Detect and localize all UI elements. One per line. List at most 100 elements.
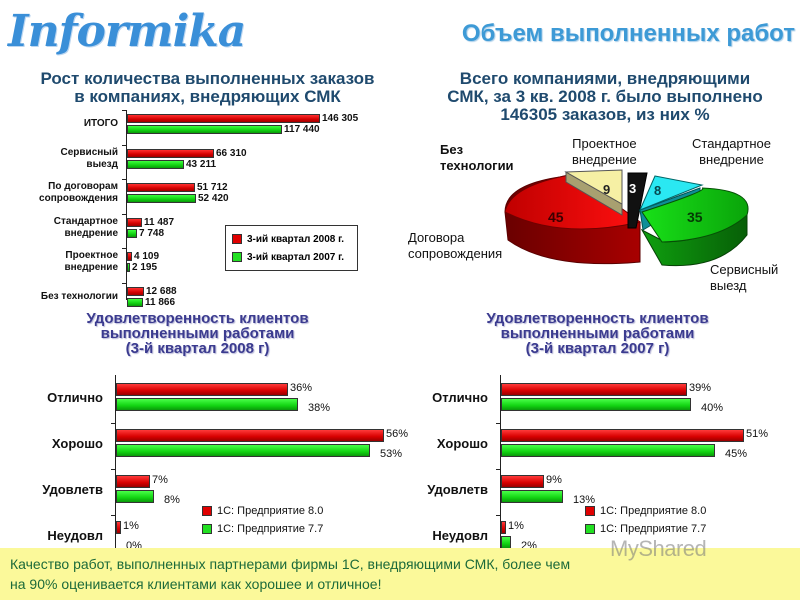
legend-swatch (585, 524, 595, 534)
category-label: Проектное внедрение (64, 250, 118, 273)
orders-legend: 3-ий квартал 2008 г. 3-ий квартал 2007 г. (225, 225, 358, 271)
bar-2007 (127, 228, 137, 238)
bar-1c-8-0 (501, 383, 687, 396)
axis-tick (496, 469, 500, 470)
pie-value-project: 3 (629, 181, 636, 196)
informika-logo: Informika (8, 6, 246, 57)
bar-value-label: 53% (380, 448, 403, 460)
bar-value-label: 4 109 (134, 251, 160, 262)
axis-tick (111, 423, 115, 424)
orders-chart-title: Рост количества выполненных заказов в ко… (0, 70, 415, 106)
bar-1c-7-7 (116, 444, 370, 457)
bar-value-label: 52 420 (198, 193, 229, 204)
legend-swatch (232, 234, 242, 244)
category-label: ИТОГО (83, 118, 118, 129)
bar-1c-7-7 (116, 490, 154, 503)
bar-1c-7-7 (501, 490, 563, 503)
bar-value-label: 8% (164, 494, 180, 506)
bar-value-label: 9% (546, 474, 562, 486)
sat-2007-title: Удовлетворенность клиентов выполненными … (486, 310, 709, 357)
pie-label-contracts: Договора сопровождения (408, 230, 503, 261)
category-label: Хорошо (436, 436, 488, 451)
pie-chart-graphic: 45 9 3 8 35 (504, 169, 749, 267)
bar-value-label: 12 688 (146, 285, 177, 297)
bar-value-label: 11 487 (144, 216, 175, 228)
legend-swatch (585, 506, 595, 516)
category-label: Неудовл (432, 528, 488, 543)
bar-2008 (127, 217, 142, 227)
category-label: Хорошо (51, 436, 103, 451)
bar-2007 (127, 263, 130, 272)
pie-label-standard: Стандартное внедрение (692, 136, 771, 167)
bar-value-label: 2% (521, 540, 537, 552)
legend-swatch (202, 524, 212, 534)
bar-1c-7-7 (501, 398, 691, 411)
bar-1c-8-0 (116, 429, 384, 442)
bar-value-label: 56% (386, 428, 409, 440)
orders-title-line2: в компаниях, внедряющих СМК (74, 87, 341, 106)
footer-line1: Качество работ, выполненных партнерами ф… (10, 556, 571, 572)
footer-line2: на 90% оценивается клиентами как хорошее… (10, 576, 382, 592)
category-label: Без технологии (40, 290, 118, 302)
sat-2008-bar-chart: Отлично 36% 38% Хорошо 56% 53% Удовлетв 7% 8% Неу… (0, 370, 408, 552)
axis-tick (122, 110, 126, 111)
orders-title-line1: Рост количества выполненных заказов (40, 69, 375, 88)
bar-value-label: 146 305 (322, 113, 359, 124)
bar-1c-7-7 (501, 444, 715, 457)
bar-2008 (127, 286, 144, 296)
pie-value-contracts: 45 (548, 209, 564, 225)
bar-2008 (127, 252, 132, 261)
sat-2008-title: Удовлетворенность клиентов выполненными … (86, 310, 309, 357)
bar-1c-8-0 (116, 383, 288, 396)
bar-value-label: 0% (126, 540, 142, 552)
category-label: Отлично (432, 390, 488, 405)
footer-conclusion: Качество работ, выполненных партнерами ф… (0, 548, 800, 600)
pie-title-line3: 146305 заказов, из них % (500, 105, 710, 124)
bar-value-label: 13% (573, 494, 596, 506)
bar-1c-8-0 (501, 521, 506, 534)
bar-value-label: 2 195 (132, 262, 158, 273)
legend-swatch (232, 252, 242, 262)
y-axis (500, 375, 501, 550)
legend-item: 1С: Предприятие 8.0 (585, 502, 706, 520)
bar-value-label: 39% (689, 382, 712, 394)
axis-tick (122, 213, 126, 215)
bar-2007 (127, 125, 282, 134)
bar-value-label: 43 211 (186, 158, 217, 170)
bar-1c-7-7 (116, 398, 298, 411)
pie-value-standard: 8 (654, 183, 661, 198)
pie-label-service: Сервисный выезд (710, 262, 779, 293)
watermark: MyShared (610, 536, 707, 561)
bar-2008 (127, 148, 214, 158)
axis-tick (122, 282, 126, 284)
bar-value-label: 40% (701, 402, 724, 414)
legend-item: 1С: Предприятие 7.7 (585, 520, 706, 538)
pie-value-service: 35 (687, 209, 703, 225)
category-label: Неудовл (47, 528, 103, 543)
bar-value-label: 117 440 (284, 124, 320, 135)
satisfaction-legend: 1С: Предприятие 8.0 1С: Предприятие 7.7 (202, 502, 323, 538)
sat-2007-bar-chart: Отлично 39% 40% Хорошо 51% 45% Удовлетв 9% 13% Не… (400, 370, 800, 552)
bar-1c-8-0 (501, 475, 544, 488)
y-axis (126, 110, 127, 300)
bar-value-label: 36% (290, 382, 313, 394)
bar-value-label: 66 310 (216, 147, 247, 159)
legend-swatch (202, 506, 212, 516)
pie-label-no-tech: Без технологии (440, 142, 514, 173)
bar-value-label: 51% (746, 428, 769, 440)
axis-tick (122, 144, 126, 146)
bar-1c-8-0 (116, 475, 150, 488)
bar-value-label: 7% (152, 474, 168, 486)
bar-2007 (127, 194, 196, 203)
category-label: Удовлетв (42, 482, 103, 497)
axis-tick (111, 469, 115, 470)
bar-value-label: 51 712 (197, 182, 228, 193)
bar-2007 (127, 159, 184, 169)
bar-value-label: 1% (508, 520, 524, 532)
category-label: Удовлетв (427, 482, 488, 497)
pie-chart: 45 9 3 8 35 Без технологии Проектное вне… (400, 130, 800, 305)
satisfaction-legend: 1С: Предприятие 8.0 1С: Предприятие 7.7 (585, 502, 706, 538)
legend-item: 3-ий квартал 2007 г. (232, 248, 351, 266)
legend-item: 1С: Предприятие 7.7 (202, 520, 323, 538)
page-title: Объем выполненных работ (461, 20, 795, 47)
